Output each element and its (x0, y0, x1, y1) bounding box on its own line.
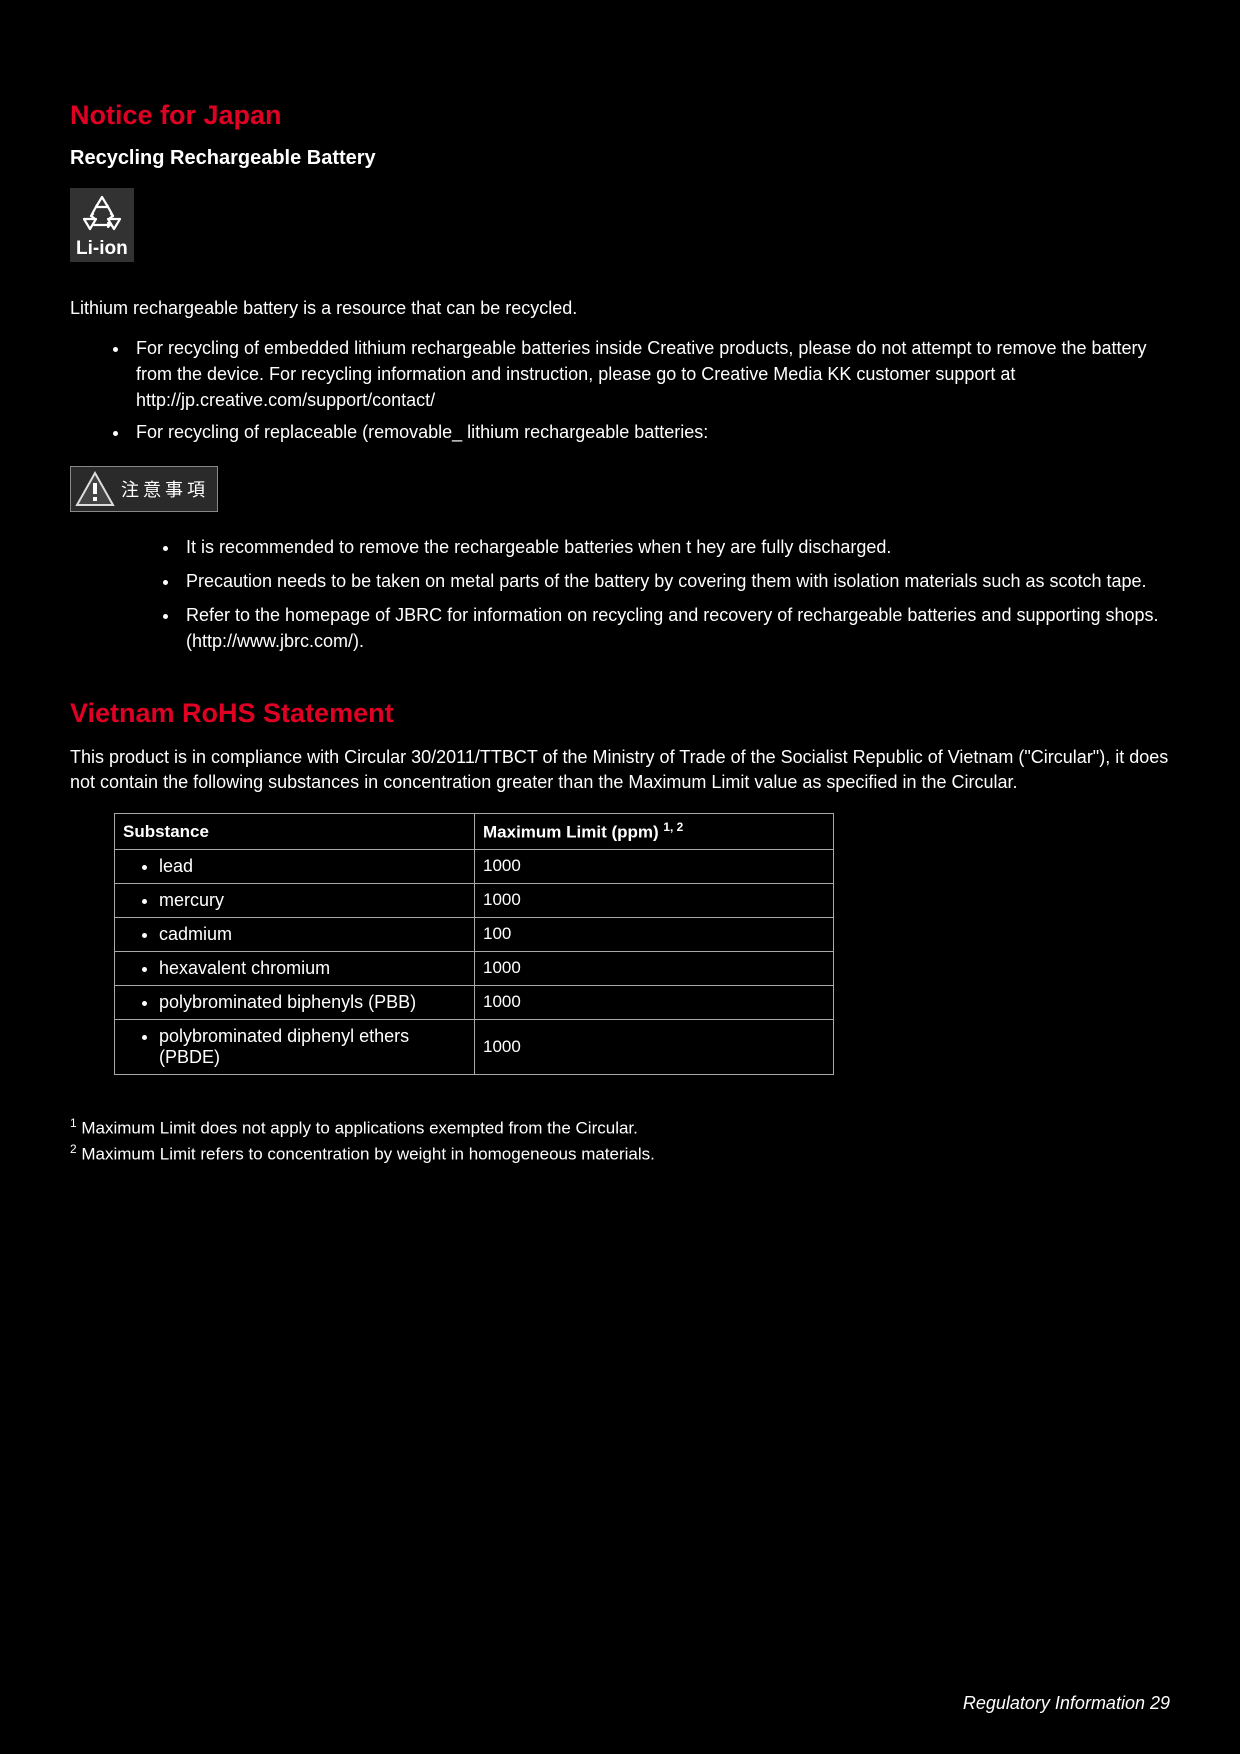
table-row: polybrominated diphenyl ethers (PBDE) 10… (115, 1019, 834, 1074)
footnotes: 1 Maximum Limit does not apply to applic… (70, 1115, 1170, 1166)
warning-icon (75, 471, 115, 507)
recycle-icon (77, 194, 127, 236)
table-row: mercury 1000 (115, 883, 834, 917)
substance-cell: polybrominated diphenyl ethers (PBDE) (159, 1026, 466, 1068)
japan-heading: Notice for Japan (70, 100, 1170, 131)
vietnam-intro: This product is in compliance with Circu… (70, 745, 1170, 795)
japan-bullet: For recycling of embedded lithium rechar… (130, 335, 1170, 413)
page-content: Notice for Japan Recycling Rechargeable … (70, 80, 1170, 1684)
substance-cell: lead (159, 856, 466, 877)
footnote-2: 2 Maximum Limit refers to concentration … (70, 1141, 1170, 1167)
footer-page-number: 29 (1150, 1693, 1170, 1713)
col-substance: Substance (115, 814, 475, 850)
warning-badge: 注意事項 (70, 466, 218, 512)
japan-sub-bullet: Precaution needs to be taken on metal pa… (180, 568, 1170, 594)
footnote-1: 1 Maximum Limit does not apply to applic… (70, 1115, 1170, 1141)
limit-cell: 100 (475, 917, 834, 951)
substance-cell: polybrominated biphenyls (PBB) (159, 992, 466, 1013)
footer-section: Regulatory Information (963, 1693, 1150, 1713)
limit-cell: 1000 (475, 849, 834, 883)
limit-cell: 1000 (475, 883, 834, 917)
liion-recycle-badge: Li-ion (70, 188, 134, 262)
japan-intro: Lithium rechargeable battery is a resour… (70, 296, 1170, 321)
table-row: hexavalent chromium 1000 (115, 951, 834, 985)
table-header-row: Substance Maximum Limit (ppm) 1, 2 (115, 814, 834, 850)
japan-sub-bullets: It is recommended to remove the recharge… (70, 534, 1170, 654)
vietnam-heading: Vietnam RoHS Statement (70, 698, 1170, 729)
col-limit: Maximum Limit (ppm) 1, 2 (475, 814, 834, 850)
table-row: polybrominated biphenyls (PBB) 1000 (115, 985, 834, 1019)
japan-bullet: For recycling of replaceable (removable_… (130, 419, 1170, 445)
substance-cell: cadmium (159, 924, 466, 945)
table-row: lead 1000 (115, 849, 834, 883)
japan-sub-bullet: It is recommended to remove the recharge… (180, 534, 1170, 560)
rohs-table: Substance Maximum Limit (ppm) 1, 2 lead … (114, 813, 834, 1075)
japan-bullets: For recycling of embedded lithium rechar… (70, 335, 1170, 445)
japan-subheading: Recycling Rechargeable Battery (70, 147, 1170, 170)
substance-cell: hexavalent chromium (159, 958, 466, 979)
limit-cell: 1000 (475, 985, 834, 1019)
limit-cell: 1000 (475, 951, 834, 985)
warning-label: 注意事項 (121, 476, 209, 502)
liion-label: Li-ion (76, 238, 128, 260)
substance-cell: mercury (159, 890, 466, 911)
limit-cell: 1000 (475, 1019, 834, 1074)
page-footer: Regulatory Information 29 (963, 1693, 1170, 1714)
japan-sub-bullet: Refer to the homepage of JBRC for inform… (180, 602, 1170, 654)
table-row: cadmium 100 (115, 917, 834, 951)
